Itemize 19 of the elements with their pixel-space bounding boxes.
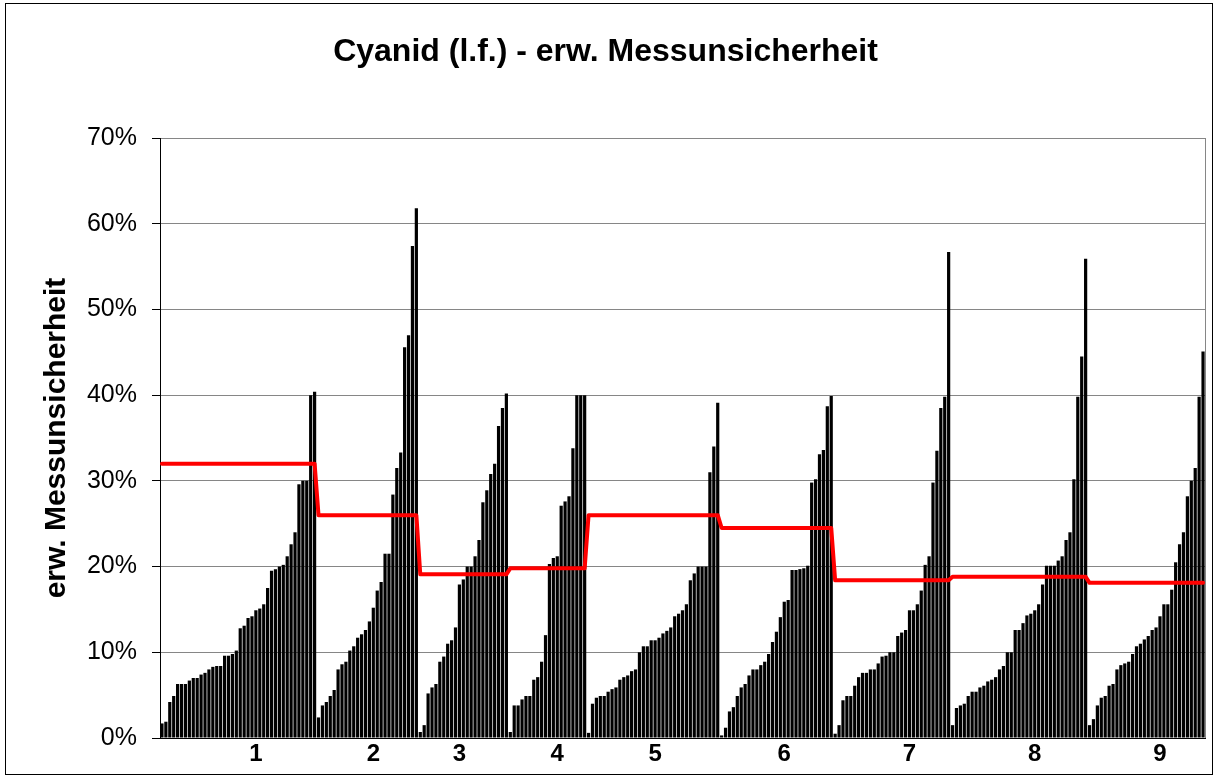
y-tick-label: 60% — [86, 207, 137, 236]
y-tick-label: 70% — [86, 121, 137, 150]
y-tick-label: 0% — [100, 721, 137, 750]
x-tick-label: 8 — [1028, 739, 1042, 767]
x-tick-label: 2 — [366, 739, 380, 767]
y-tick-label: 20% — [86, 550, 137, 579]
x-tick-label: 7 — [902, 739, 917, 767]
y-tick-label: 40% — [86, 379, 137, 408]
y-axis-title: erw. Messunsicherheit — [38, 277, 72, 599]
x-tick-label: 1 — [249, 739, 263, 767]
y-tick-label: 50% — [86, 293, 137, 322]
x-tick-label: 9 — [1153, 739, 1167, 767]
x-tick-label: 3 — [452, 739, 467, 767]
x-tick-label: 6 — [777, 739, 791, 767]
x-tick-label: 5 — [648, 739, 662, 767]
x-tick-label: 4 — [550, 739, 565, 767]
y-tick-label: 30% — [86, 464, 137, 493]
y-tick-label: 10% — [86, 636, 137, 665]
chart-title: Cyanid (l.f.) - erw. Messunsicherheit — [333, 32, 879, 69]
